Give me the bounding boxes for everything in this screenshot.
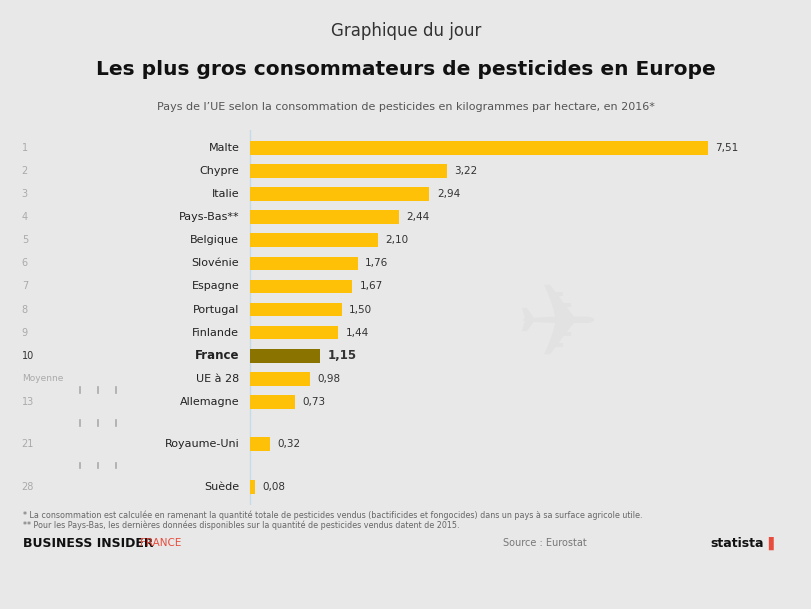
- Bar: [250, 141, 707, 155]
- Text: 0,32: 0,32: [277, 439, 300, 449]
- Text: FRANCE: FRANCE: [140, 538, 182, 548]
- Bar: [250, 256, 357, 270]
- Text: 2,10: 2,10: [385, 235, 408, 245]
- Text: 5: 5: [22, 235, 28, 245]
- Text: 6: 6: [22, 258, 28, 269]
- Bar: [250, 303, 341, 317]
- Text: Malte: Malte: [208, 143, 239, 153]
- Text: 10: 10: [22, 351, 34, 361]
- Text: Pays de l’UE selon la consommation de pesticides en kilogrammes par hectare, en : Pays de l’UE selon la consommation de pe…: [157, 102, 654, 111]
- Text: statista: statista: [710, 537, 763, 550]
- Text: 0,73: 0,73: [302, 396, 324, 407]
- Text: Royaume-Uni: Royaume-Uni: [165, 439, 239, 449]
- Text: 9: 9: [22, 328, 28, 337]
- Bar: [250, 395, 294, 409]
- Bar: [250, 326, 337, 339]
- Text: 3,22: 3,22: [453, 166, 477, 176]
- Bar: [250, 280, 352, 294]
- Text: Les plus gros consommateurs de pesticides en Europe: Les plus gros consommateurs de pesticide…: [96, 60, 715, 79]
- Text: Source : Eurostat: Source : Eurostat: [503, 538, 586, 548]
- Text: Moyenne: Moyenne: [22, 374, 63, 383]
- Bar: [250, 210, 398, 224]
- Text: * La consommation est calculée en ramenant la quantité totale de pesticides vend: * La consommation est calculée en ramena…: [23, 511, 642, 521]
- Text: Belgique: Belgique: [190, 235, 239, 245]
- Text: 3: 3: [22, 189, 28, 199]
- Bar: [250, 233, 378, 247]
- Text: 13: 13: [22, 396, 34, 407]
- Text: Portugal: Portugal: [193, 304, 239, 314]
- Bar: [250, 188, 429, 201]
- Text: Pays-Bas**: Pays-Bas**: [178, 213, 239, 222]
- Text: 0,08: 0,08: [262, 482, 285, 492]
- Text: 8: 8: [22, 304, 28, 314]
- Text: 7: 7: [22, 281, 28, 292]
- Text: Chypre: Chypre: [200, 166, 239, 176]
- Bar: [250, 371, 310, 385]
- Text: ▐: ▐: [762, 537, 772, 550]
- Text: ** Pour les Pays-Bas, les dernières données disponibles sur la quantité de pesti: ** Pour les Pays-Bas, les dernières donn…: [23, 521, 459, 530]
- Text: Espagne: Espagne: [191, 281, 239, 292]
- Text: 7,51: 7,51: [714, 143, 738, 153]
- Bar: [250, 349, 320, 362]
- Text: Suède: Suède: [204, 482, 239, 492]
- Text: 1,15: 1,15: [328, 349, 356, 362]
- Text: 1,44: 1,44: [345, 328, 368, 337]
- Text: 0,98: 0,98: [317, 374, 340, 384]
- Text: BUSINESS INSIDER: BUSINESS INSIDER: [23, 537, 153, 550]
- Text: Finlande: Finlande: [192, 328, 239, 337]
- Bar: [250, 480, 255, 494]
- Text: 1,67: 1,67: [359, 281, 382, 292]
- Text: Italie: Italie: [212, 189, 239, 199]
- Bar: [250, 437, 269, 451]
- Text: UE à 28: UE à 28: [195, 374, 239, 384]
- Text: Graphique du jour: Graphique du jour: [330, 22, 481, 40]
- Text: 2,94: 2,94: [436, 189, 460, 199]
- Text: 28: 28: [22, 482, 34, 492]
- Text: 2: 2: [22, 166, 28, 176]
- Bar: [250, 164, 446, 178]
- Text: ✈: ✈: [514, 280, 598, 377]
- Text: 2,44: 2,44: [406, 213, 429, 222]
- Text: 21: 21: [22, 439, 34, 449]
- Text: 1: 1: [22, 143, 28, 153]
- Text: Slovénie: Slovénie: [191, 258, 239, 269]
- Text: 1,76: 1,76: [364, 258, 388, 269]
- Text: 4: 4: [22, 213, 28, 222]
- Text: 1,50: 1,50: [349, 304, 371, 314]
- Text: Allemagne: Allemagne: [179, 396, 239, 407]
- Text: France: France: [195, 349, 239, 362]
